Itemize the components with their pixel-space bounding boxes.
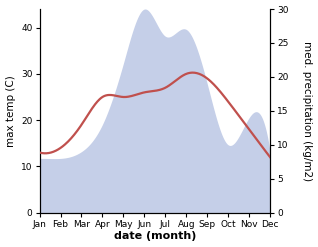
Y-axis label: med. precipitation (kg/m2): med. precipitation (kg/m2) xyxy=(302,41,313,181)
X-axis label: date (month): date (month) xyxy=(114,231,196,242)
Y-axis label: max temp (C): max temp (C) xyxy=(5,75,16,147)
